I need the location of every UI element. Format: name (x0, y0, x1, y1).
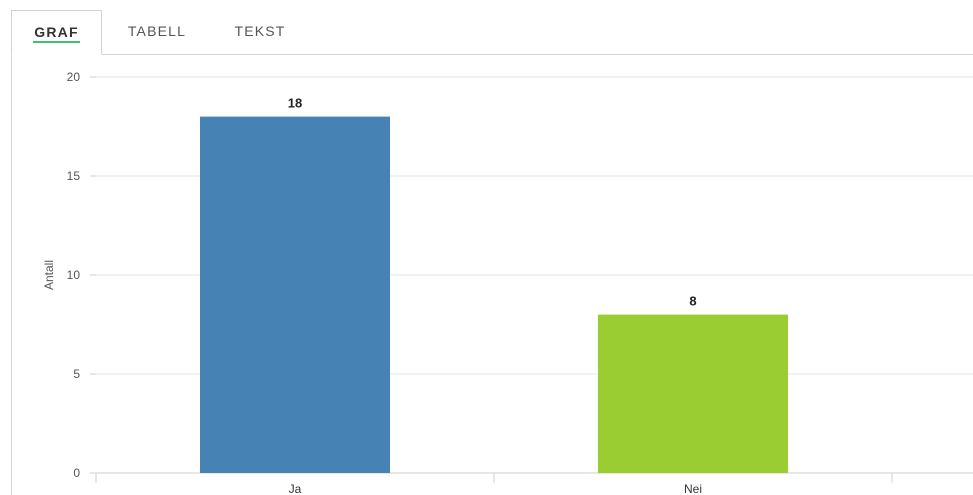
x-tick-label: Ja (289, 482, 302, 495)
data-label: 8 (689, 294, 696, 309)
tab-graf[interactable]: GRAF (11, 10, 102, 55)
y-axis-title: Antall (42, 260, 56, 290)
y-tick-label: 15 (67, 169, 81, 183)
panel-left-border (11, 55, 12, 495)
active-tab-indicator (33, 41, 80, 43)
y-tick-label: 10 (67, 268, 81, 282)
y-tick-label: 20 (67, 70, 81, 84)
tab-tekst-label: TEKST (234, 23, 286, 39)
y-tick-label: 5 (73, 367, 80, 381)
tab-divider (102, 54, 973, 55)
tab-tabell-label: TABELL (127, 23, 187, 39)
x-tick-label: Nei (684, 482, 702, 495)
tab-graf-label: GRAF (34, 24, 79, 40)
bar-ja (200, 116, 390, 473)
tab-tekst[interactable]: TEKST (224, 0, 296, 54)
y-tick-label: 0 (73, 466, 80, 480)
tab-bar: GRAF TABELL TEKST (0, 0, 973, 55)
data-label: 18 (288, 96, 302, 111)
bar-nei (598, 314, 788, 473)
tab-tabell[interactable]: TABELL (116, 0, 198, 54)
